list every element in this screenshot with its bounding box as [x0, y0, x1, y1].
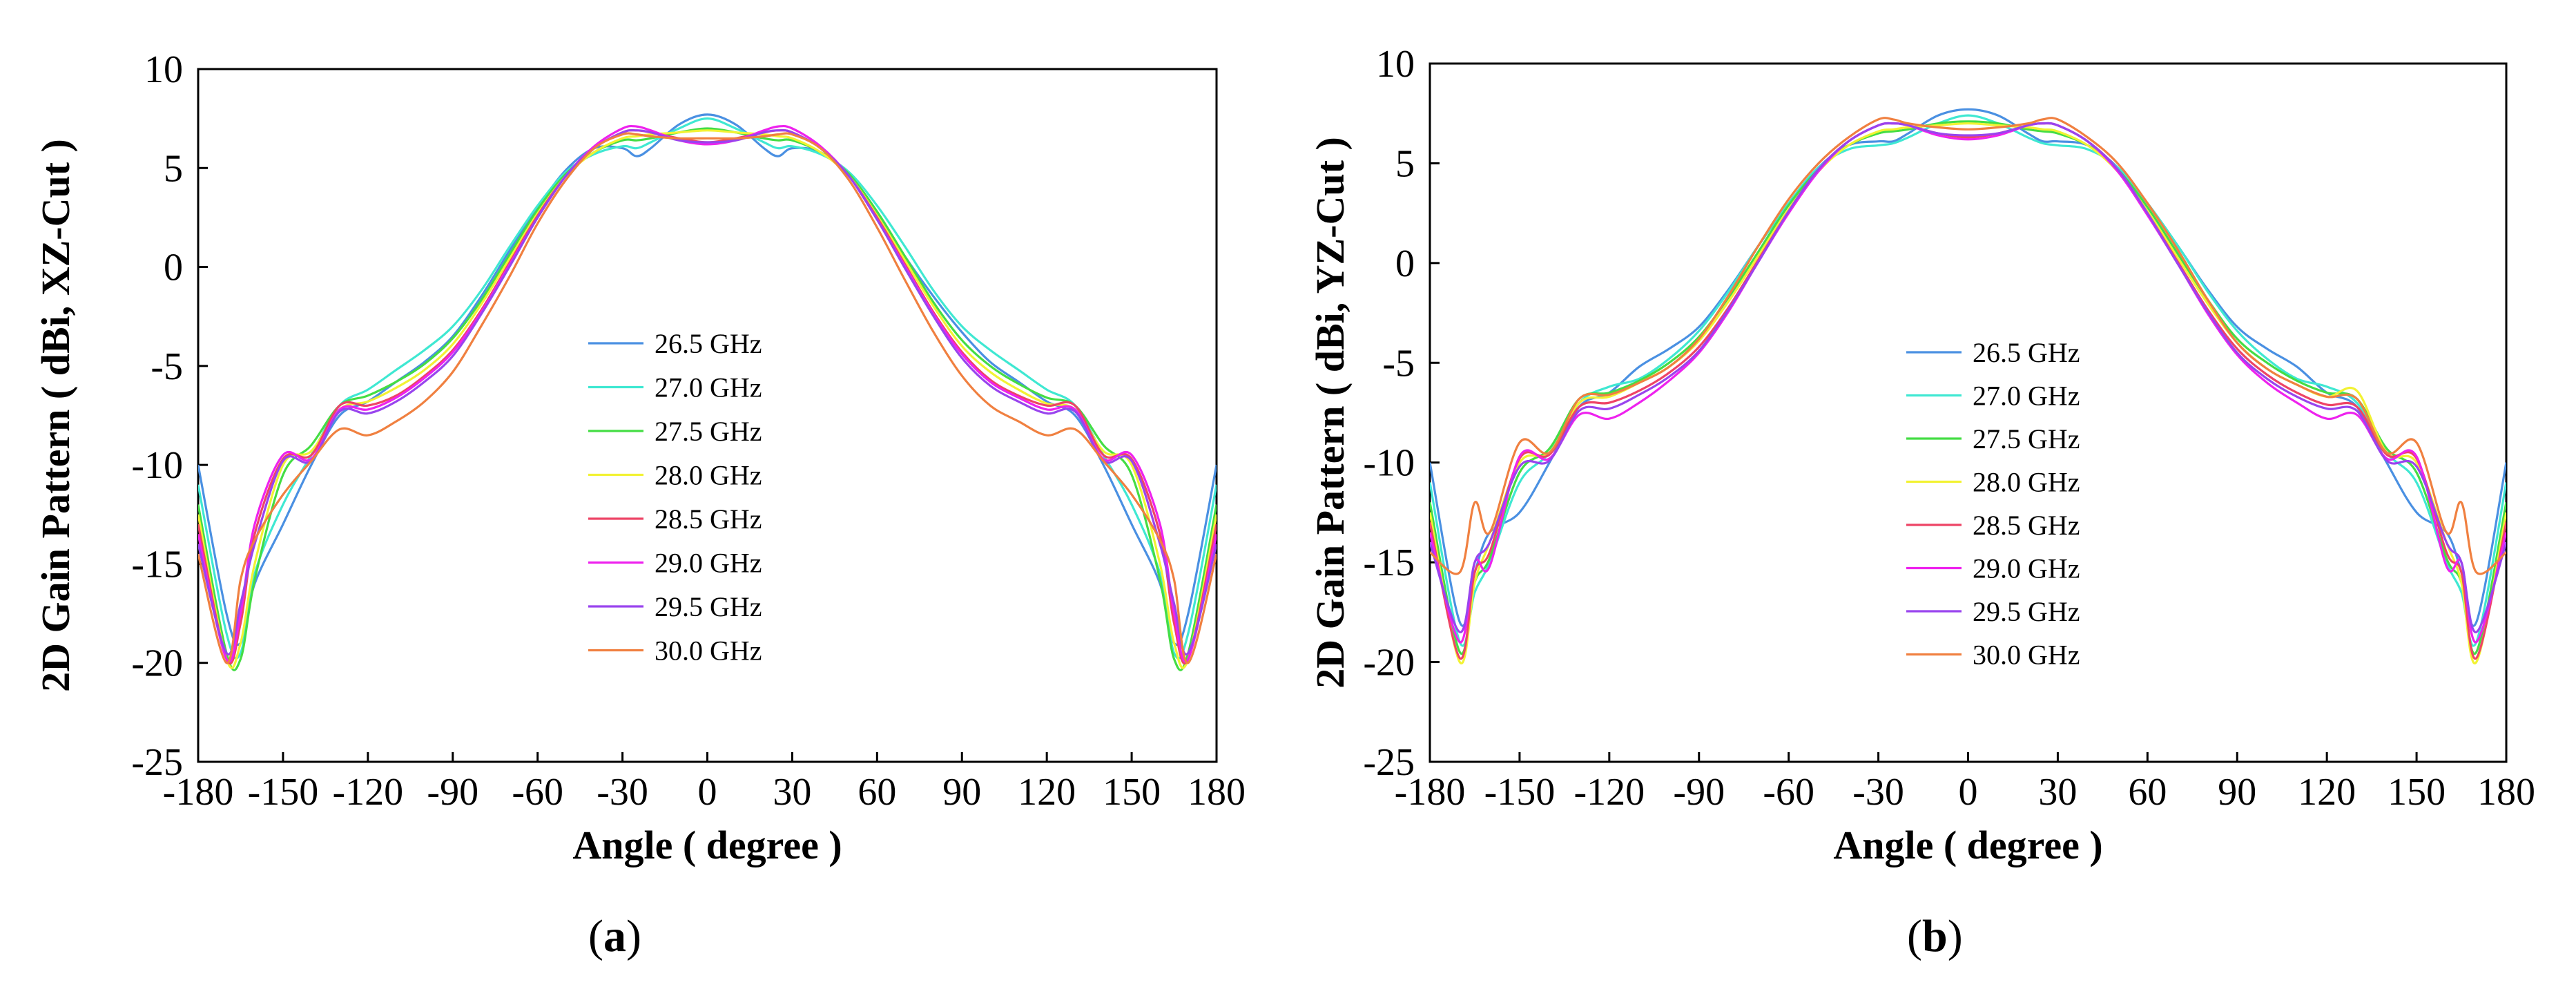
- y-tick-label: -15: [1363, 541, 1415, 584]
- y-tick-label: 10: [144, 48, 183, 91]
- legend-label: 29.0 GHz: [1973, 553, 2080, 584]
- x-tick-label: 30: [2038, 771, 2077, 814]
- x-tick-label: -60: [512, 771, 563, 814]
- legend-label: 28.0 GHz: [1973, 467, 2080, 498]
- caption-b: (b): [1907, 911, 1963, 961]
- series-line-275: [198, 127, 1217, 671]
- y-tick-label: -5: [1382, 342, 1415, 385]
- x-tick-label: -180: [1395, 771, 1466, 814]
- series-line-270: [1430, 114, 2506, 647]
- series-line-300: [198, 132, 1217, 664]
- y-tick-label: 0: [164, 247, 183, 289]
- y-tick-label: -20: [1363, 642, 1415, 684]
- legend-label: 28.5 GHz: [1973, 510, 2080, 541]
- x-tick-label: -150: [1484, 771, 1556, 814]
- chart-panel-a: -180 -150 -120 -90 -60 -30 0 30 60 90 120 150 180 10 5…: [33, 48, 1246, 961]
- y-axis-title: 2D Gain Pattern ( dBi, XZ-Cut ): [33, 139, 78, 692]
- legend: 26.5 GHz 27.0 GHz 27.5 GHz 28.0 GHz 28.5 GHz…: [588, 328, 762, 666]
- x-tick-label: 60: [2128, 771, 2167, 814]
- legend-label: 27.5 GHz: [1973, 423, 2080, 454]
- y-tick-label: -20: [131, 642, 183, 685]
- series-line-285: [1430, 122, 2506, 660]
- legend-label: 27.5 GHz: [655, 416, 762, 447]
- legend-label: 29.5 GHz: [1973, 596, 2080, 627]
- x-tick-label: -180: [163, 771, 234, 814]
- series-line-295: [1430, 122, 2506, 633]
- y-tick-label: -25: [131, 741, 183, 784]
- x-tick-label: -120: [1574, 771, 1645, 814]
- chart-a: -180 -150 -120 -90 -60 -30 0 30 60 90 120 150 180105…: [33, 48, 1246, 867]
- x-tick-label: -90: [427, 771, 478, 814]
- x-tick-label: 120: [1018, 771, 1076, 814]
- series-line-300: [1430, 117, 2506, 575]
- y-tick-label: -10: [131, 444, 183, 487]
- legend-label: 28.5 GHz: [655, 504, 762, 535]
- x-tick-label: -30: [1852, 771, 1904, 814]
- x-tick-label: -150: [248, 771, 319, 814]
- legend-label: 30.0 GHz: [655, 635, 762, 666]
- series-line-295: [198, 128, 1217, 656]
- series-line-265: [1430, 108, 2506, 627]
- x-axis-title: Angle ( degree ): [1833, 823, 2102, 867]
- x-tick-label: 0: [1959, 771, 1978, 814]
- x-tick-label: -30: [597, 771, 648, 814]
- legend-label: 29.0 GHz: [655, 548, 762, 579]
- y-tick-label: 5: [1395, 142, 1415, 185]
- x-tick-label: 150: [1103, 771, 1161, 814]
- y-tick-label: 10: [1376, 43, 1415, 86]
- legend-label: 29.5 GHz: [655, 591, 762, 622]
- x-tick-label: 90: [942, 771, 981, 814]
- legend-label: 26.5 GHz: [1973, 337, 2080, 368]
- caption-a: (a): [588, 911, 641, 961]
- legend-label: 28.0 GHz: [655, 460, 762, 491]
- x-tick-label: -60: [1763, 771, 1814, 814]
- series-group: [1430, 108, 2506, 665]
- x-tick-label: 180: [1188, 771, 1246, 814]
- chart-b: -180 -150 -120 -90 -60 -30 0 30 60 90 120 150 180105…: [1308, 43, 2535, 867]
- x-tick-label: -120: [333, 771, 404, 814]
- y-tick-label: -15: [131, 543, 183, 586]
- x-tick-label: 150: [2388, 771, 2446, 814]
- x-tick-label: 30: [773, 771, 811, 814]
- legend-label: 27.0 GHz: [1973, 381, 2080, 412]
- x-tick-label: 120: [2298, 771, 2356, 814]
- series-line-275: [1430, 120, 2506, 655]
- series-line-290: [1430, 122, 2506, 644]
- y-tick-label: -10: [1363, 442, 1415, 485]
- x-axis-title: Angle ( degree ): [572, 823, 842, 867]
- x-tick-label: 90: [2218, 771, 2256, 814]
- y-tick-label: -5: [151, 345, 183, 388]
- legend-label: 27.0 GHz: [655, 372, 762, 403]
- x-tick-label: 60: [858, 771, 896, 814]
- series-line-265: [198, 113, 1217, 646]
- series-group: [198, 113, 1217, 671]
- chart-panel-b: -180 -150 -120 -90 -60 -30 0 30 60 90 120 150 180 10 5…: [1288, 0, 2576, 1007]
- y-tick-label: 5: [164, 147, 183, 190]
- x-tick-label: -90: [1673, 771, 1725, 814]
- y-axis-title: 2D Gain Pattern ( dBi, YZ-Cut ): [1308, 137, 1353, 689]
- legend-label: 30.0 GHz: [1973, 640, 2080, 671]
- y-tick-label: -25: [1363, 741, 1415, 784]
- x-tick-label: 180: [2477, 771, 2535, 814]
- legend: 26.5 GHz 27.0 GHz 27.5 GHz 28.0 GHz 28.5 GHz…: [1906, 337, 2080, 671]
- legend-label: 26.5 GHz: [655, 328, 762, 359]
- y-tick-label: 0: [1395, 242, 1415, 285]
- x-tick-label: 0: [698, 771, 717, 814]
